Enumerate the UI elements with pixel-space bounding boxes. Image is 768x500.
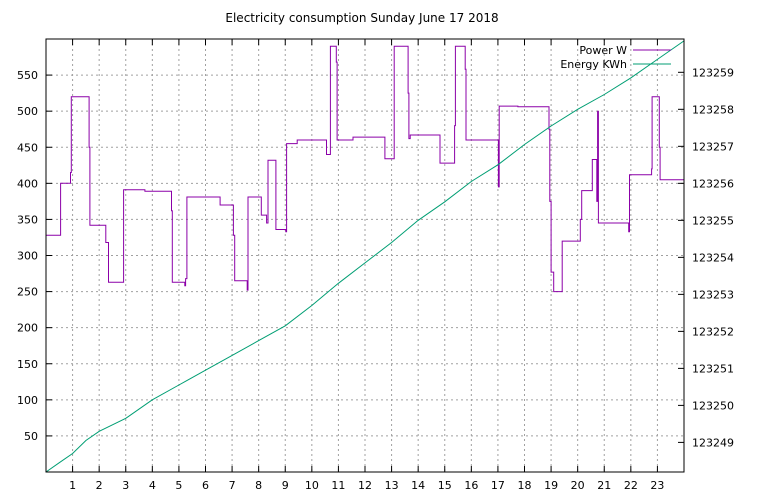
y-tick-label: 150 [17,358,38,371]
series-line-power-w [46,45,684,293]
x-tick-label: 15 [438,479,452,492]
x-tick-label: 20 [571,479,585,492]
x-tick-label: 7 [229,479,236,492]
chart-title: Electricity consumption Sunday June 17 2… [225,11,498,25]
x-tick-label: 17 [491,479,505,492]
y2-tick-label: 123257 [692,140,734,153]
y2-tick-label: 123259 [692,66,734,79]
y-tick-label: 500 [17,105,38,118]
x-tick-label: 14 [411,479,425,492]
x-tick-label: 21 [597,479,611,492]
x-tick-label: 13 [385,479,399,492]
y-tick-label: 400 [17,177,38,190]
x-tick-label: 6 [202,479,209,492]
y-tick-label: 450 [17,141,38,154]
y-tick-label: 350 [17,213,38,226]
x-tick-label: 16 [464,479,478,492]
y2-tick-label: 123254 [692,251,734,264]
legend: Power W Energy KWh [560,44,671,71]
x-tick-label: 3 [122,479,129,492]
y2-tick-label: 123258 [692,103,734,116]
x-tick-label: 11 [331,479,345,492]
x-tick-label: 19 [544,479,558,492]
y2-tick-label: 123255 [692,214,734,227]
y-tick-label: 250 [17,286,38,299]
y2-tick-label: 123250 [692,399,734,412]
x-tick-label: 8 [255,479,262,492]
y-tick-label: 100 [17,394,38,407]
x-tick-label: 4 [149,479,156,492]
x-tick-label: 22 [624,479,638,492]
y2-tick-label: 123251 [692,362,734,375]
y-tick-label: 50 [24,430,38,443]
legend-label-power: Power W [579,44,627,57]
y-tick-label: 200 [17,322,38,335]
y-tick-label: 550 [17,69,38,82]
x-tick-label: 1 [69,479,76,492]
x-tick-label: 12 [358,479,372,492]
y2-tick-label: 123252 [692,325,734,338]
x-tick-label: 18 [518,479,532,492]
grid-layer [46,39,684,472]
y2-tick-label: 123249 [692,436,734,449]
labels-layer: 1 2 3 4 5 6 7 8 9 10 11 12 13 14 15 16 17 18 19 20 21 22 23501… [17,66,734,492]
x-tick-label: 10 [305,479,319,492]
series-line-energy-kwh [45,40,685,473]
x-tick-label: 5 [175,479,182,492]
legend-label-energy: Energy KWh [560,58,627,71]
series-layer [45,40,685,473]
x-tick-label: 23 [650,479,664,492]
x-tick-label: 2 [96,479,103,492]
ticks-layer [46,39,684,472]
y2-tick-label: 123253 [692,288,734,301]
x-tick-label: 9 [282,479,289,492]
y-tick-label: 300 [17,250,38,263]
y2-tick-label: 123256 [692,177,734,190]
